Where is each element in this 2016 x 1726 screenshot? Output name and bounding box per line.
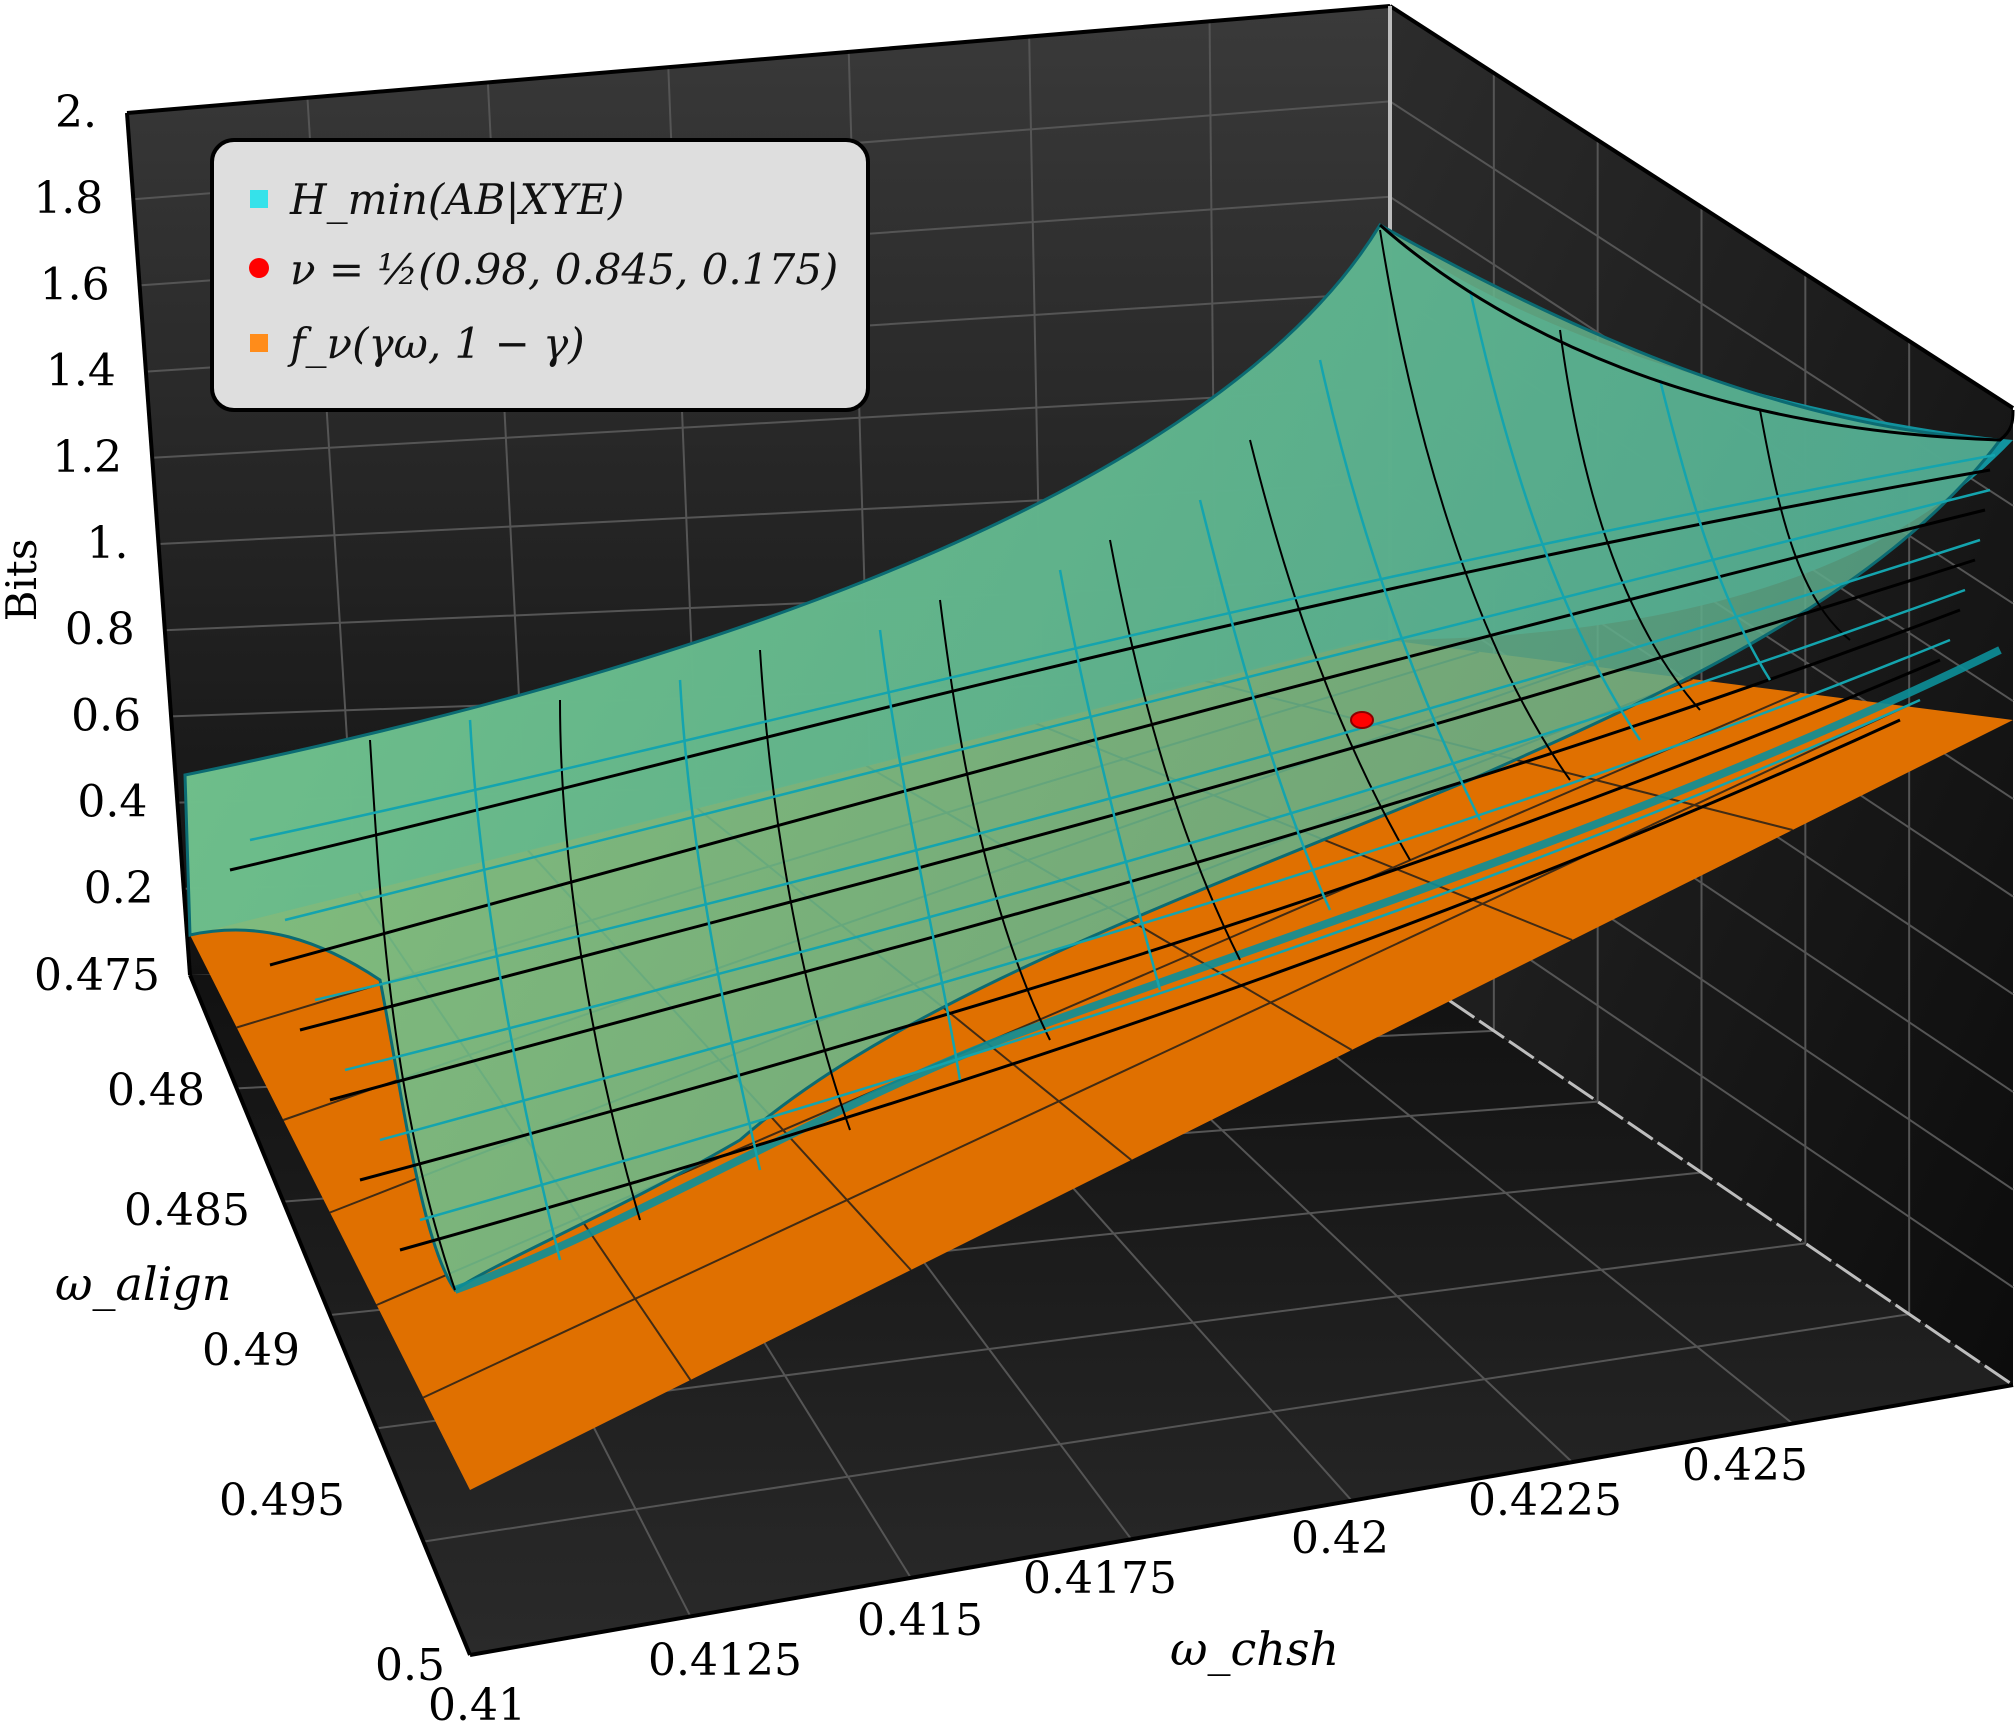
- back-wall-gridline: [152, 386, 1391, 459]
- y-tick-labels: 0.475 0.48 0.485 0.49 0.495 0.5: [34, 950, 445, 1691]
- z-axis-label: Bits: [0, 539, 46, 622]
- mesh-line-teal: [249, 453, 1996, 842]
- z-tick-label: 0.8: [65, 604, 135, 655]
- mesh-line-teal: [1058, 569, 1162, 991]
- mesh-line-chsh: [1109, 539, 1241, 961]
- mesh-line-align: [229, 468, 1991, 872]
- floor-gridline: [423, 1313, 1910, 1543]
- y-tick-label: 0.485: [124, 1185, 250, 1236]
- z-tick-label: 1.4: [46, 346, 116, 397]
- mesh-line-teal: [284, 488, 1991, 922]
- legend-label-nu: ν = ½(0.98, 0.845, 0.175): [290, 245, 838, 294]
- legend-swatch-nu: [249, 258, 269, 278]
- mesh-line-align: [299, 558, 1976, 1032]
- z-tick-labels: 0.2 0.4 0.6 0.8 1. 1.2 1.4 1.6 1.8 2.: [33, 87, 153, 914]
- y-axis-label: ω_align: [55, 1257, 231, 1311]
- mesh-line-align: [399, 718, 1901, 1252]
- mesh-line-chsh: [369, 739, 456, 1291]
- y-tick-label: 0.5: [375, 1640, 445, 1691]
- z-tick-label: 0.4: [77, 777, 147, 828]
- y-tick-label: 0.49: [202, 1325, 300, 1376]
- legend-box: [210, 138, 870, 412]
- mesh-line-chsh: [1559, 329, 1701, 711]
- z-tick-label: 2.: [55, 87, 97, 138]
- x-tick-label: 0.425: [1682, 1440, 1808, 1491]
- mesh-line-chsh: [939, 599, 1051, 1041]
- x-tick-label: 0.415: [857, 1595, 983, 1646]
- z-tick-label: 1.: [87, 518, 129, 569]
- z-tick-label: 0.6: [71, 690, 141, 741]
- x-tick-label: 0.4125: [648, 1635, 802, 1686]
- mesh-line-teal: [678, 679, 762, 1171]
- x-tick-label: 0.42: [1291, 1513, 1389, 1564]
- z-tick-label: 1.2: [52, 432, 122, 483]
- hmin-surface: [183, 222, 2003, 1293]
- mesh-line-chsh: [559, 699, 641, 1221]
- y-tick-label: 0.475: [34, 950, 160, 1001]
- z-tick-label: 1.6: [40, 259, 110, 310]
- mesh-line-chsh: [1249, 439, 1411, 861]
- plane-gridline: [422, 705, 1907, 1399]
- legend-label-f-nu: f_ν(γω, 1 − γ): [287, 319, 585, 368]
- nu-data-point: [1350, 711, 1374, 729]
- mesh-line-chsh: [1759, 409, 1851, 641]
- mesh-line-teal: [468, 719, 562, 1261]
- mesh-line-teal: [314, 538, 1981, 1002]
- z-tick-label: 1.8: [33, 173, 103, 224]
- surface-top-rim: [1379, 223, 2015, 442]
- z-tick-label: 0.2: [84, 863, 154, 914]
- mesh-line-teal: [878, 629, 962, 1081]
- mesh-line-align: [329, 608, 1961, 1102]
- mesh-line-align: [269, 508, 1986, 967]
- mesh-line-teal: [419, 698, 1921, 1222]
- x-tick-label: 0.41: [428, 1680, 526, 1726]
- mesh-line-teal: [1658, 379, 1772, 681]
- legend-swatch-f-nu: [250, 334, 268, 352]
- mesh-line-align: [359, 658, 1941, 1182]
- hmin-surface-front-rim: [453, 646, 2002, 1294]
- mesh-line-teal: [379, 638, 1951, 1142]
- x-tick-label: 0.4225: [1468, 1475, 1622, 1526]
- x-tick-label: 0.4175: [1023, 1553, 1177, 1604]
- mesh-line-chsh: [759, 649, 851, 1131]
- y-tick-label: 0.495: [219, 1475, 345, 1526]
- x-tick-labels: 0.41 0.4125 0.415 0.4175 0.42 0.4225 0.425: [428, 1440, 1808, 1726]
- x-axis-label: ω_chsh: [1170, 1622, 1339, 1676]
- mesh-line-teal: [1198, 499, 1332, 911]
- legend: H_min(AB|XYE) ν = ½(0.98, 0.845, 0.175) …: [210, 138, 870, 412]
- mesh-line-teal: [344, 588, 1966, 1072]
- mesh-line-teal: [1468, 289, 1642, 741]
- surface-mesh-lines: [229, 223, 2015, 1291]
- mesh-line-teal: [1318, 359, 1482, 821]
- y-tick-label: 0.48: [107, 1065, 205, 1116]
- legend-swatch-hmin: [250, 190, 268, 208]
- mesh-line-chsh: [1379, 229, 1571, 781]
- legend-label-hmin: H_min(AB|XYE): [289, 175, 624, 224]
- axis-box-edges: [125, 4, 2015, 1657]
- inner-floor-edge: [1389, 958, 2014, 1387]
